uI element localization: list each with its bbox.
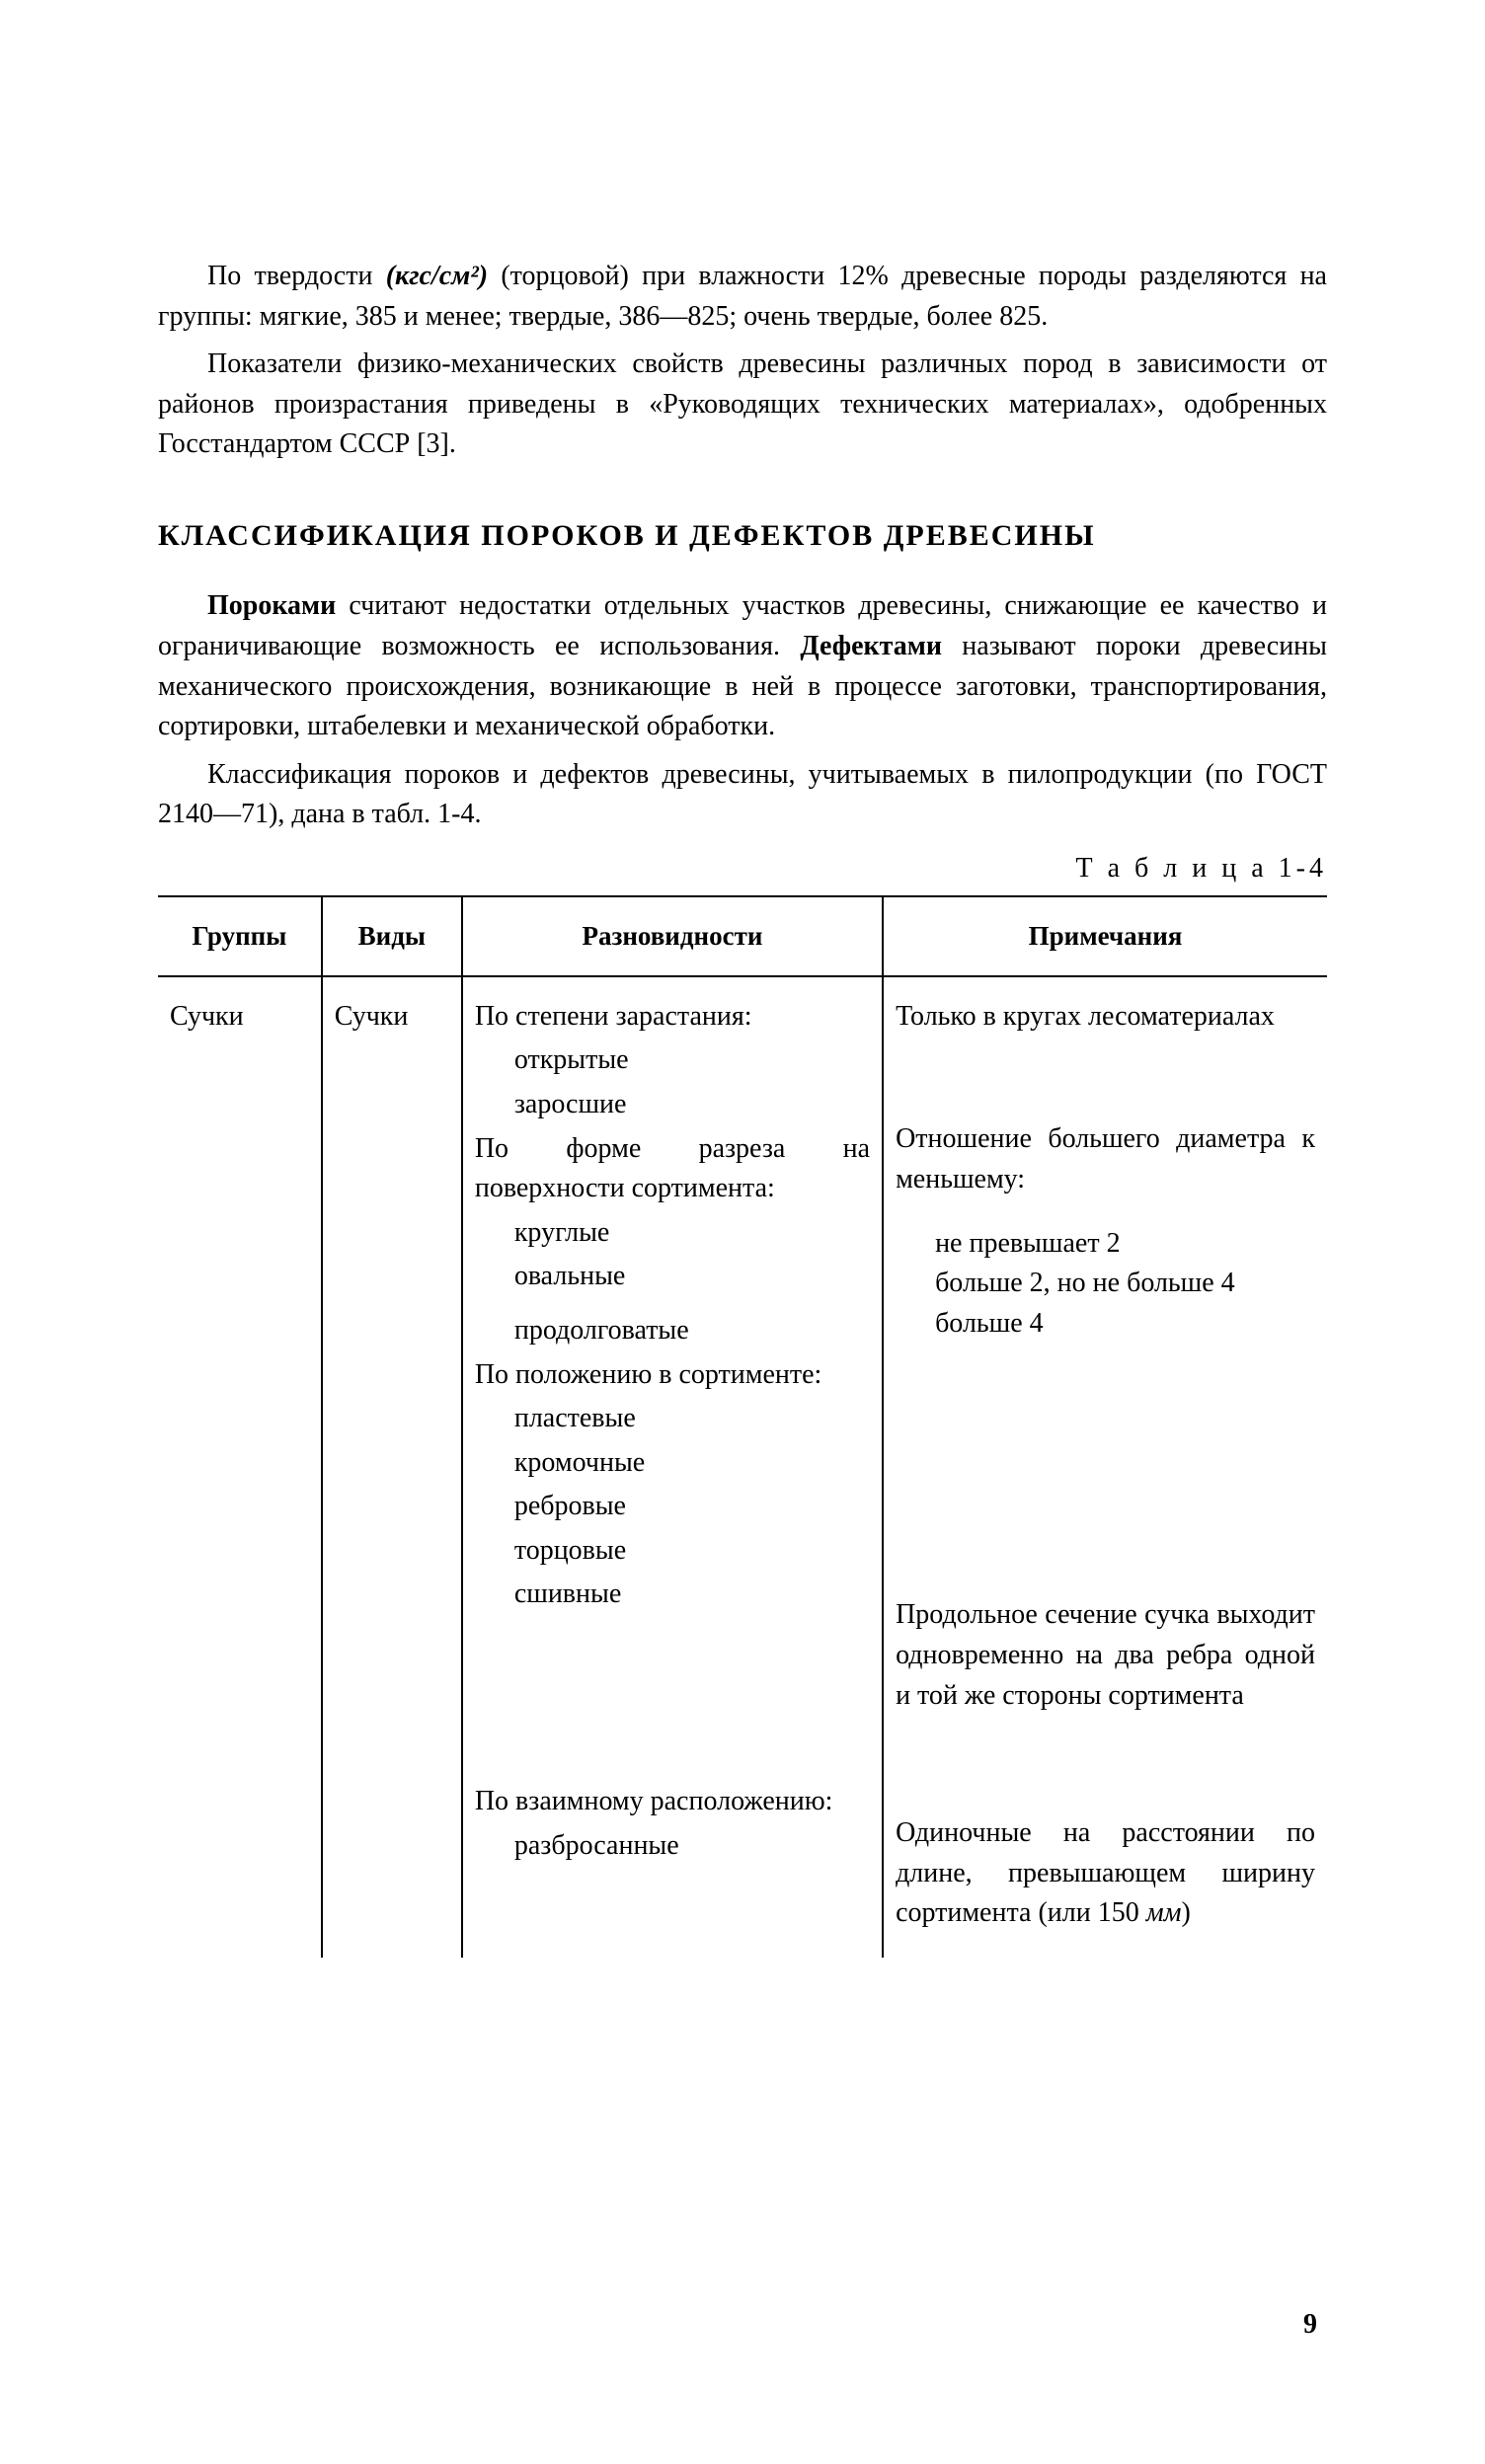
var-heading: По взаимному расположению: [475,1782,870,1822]
var-item: торцовые [475,1531,870,1572]
var-item: кромочные [475,1443,870,1484]
text-bold: Дефектами [800,631,942,661]
section-heading: КЛАССИФИКАЦИЯ ПОРОКОВ И ДЕФЕКТОВ ДРЕВЕСИ… [158,514,1327,558]
th-note: Примечания [883,896,1327,976]
text: Классификация пороков и дефектов древеси… [158,759,1327,830]
page-number: 9 [1303,2305,1317,2346]
text: ) [1182,1897,1191,1928]
defects-table: Группы Виды Разновидности Примечания Суч… [158,895,1327,1958]
var-heading: По степени зарастания: [475,997,870,1038]
text: Одиночные на расстоянии по длине, превыш… [896,1817,1315,1928]
text: По твердости [207,261,386,291]
cell-notes: Только в кругах лесоматериалах Отношение… [883,976,1327,1958]
cell-group: Сучки [158,976,322,1958]
var-item: пластевые [475,1399,870,1439]
paragraph-reference: Показатели физико-механических свойств д… [158,345,1327,465]
var-item: овальные [475,1257,870,1297]
note-text: Только в кругах лесоматериалах [896,997,1315,1038]
note-text: Продольное сечение сучка выходит одновре… [896,1595,1315,1716]
th-type: Виды [322,896,462,976]
var-heading: По положению в сортименте: [475,1355,870,1396]
th-group: Группы [158,896,322,976]
table-header-row: Группы Виды Разновидности Примечания [158,896,1327,976]
var-item: заросшие [475,1085,870,1125]
text-emph: мм [1146,1897,1182,1928]
var-item: ребровые [475,1487,870,1527]
var-item: открытые [475,1040,870,1081]
var-item: круглые [475,1213,870,1254]
table-row: Сучки Сучки По степени зарастания: откры… [158,976,1327,1958]
paragraph-hardness: По твердости (кгс/см²) (торцовой) при вл… [158,257,1327,337]
var-item: сшивные [475,1575,870,1615]
var-heading: По форме разреза на поверхности сортимен… [475,1129,870,1209]
note-text: Одиночные на расстоянии по длине, превыш… [896,1813,1315,1934]
note-item: больше 2, но не больше 4 [896,1264,1315,1304]
text-bold: Пороками [207,590,336,621]
note-item: не превышает 2 [896,1224,1315,1265]
text: Показатели физико-механических свойств д… [158,348,1327,459]
table-caption: Т а б л и ц а 1-4 [158,849,1327,889]
text-emph: (кгс/см²) [386,261,488,291]
var-item: продолговатые [475,1311,870,1351]
paragraph-defects-def: Пороками считают недостатки отдельных уч… [158,586,1327,746]
var-item: разбросанные [475,1826,870,1867]
cell-varieties: По степени зарастания: открытые заросшие… [462,976,883,1958]
note-text: Отношение большего диаметра к меньшему: [896,1119,1315,1199]
cell-type: Сучки [322,976,462,1958]
th-var: Разновидности [462,896,883,976]
note-item: больше 4 [896,1304,1315,1345]
paragraph-classification: Классификация пороков и дефектов древеси… [158,755,1327,835]
